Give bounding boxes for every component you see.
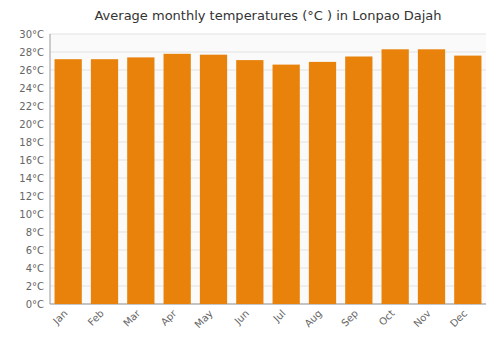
bar xyxy=(382,49,409,304)
y-tick-label: 12°C xyxy=(19,191,44,202)
x-tick-label: Dec xyxy=(448,308,469,329)
y-tick-label: 6°C xyxy=(26,245,44,256)
x-tick-label: Mar xyxy=(121,307,143,329)
bar xyxy=(164,54,191,304)
y-tick-label: 10°C xyxy=(19,209,44,220)
bars xyxy=(55,49,482,304)
y-tick-label: 2°C xyxy=(26,281,44,292)
bar xyxy=(418,49,445,304)
x-tick-label: Sep xyxy=(339,308,360,329)
bar xyxy=(127,57,154,304)
y-tick-label: 26°C xyxy=(19,65,44,76)
y-tick-label: 8°C xyxy=(26,227,44,238)
x-tick-label: May xyxy=(193,308,215,330)
y-tick-label: 14°C xyxy=(19,173,44,184)
y-tick-label: 18°C xyxy=(19,137,44,148)
x-tick-label: Jan xyxy=(50,308,69,327)
bar xyxy=(55,59,82,304)
x-tick-label: Feb xyxy=(86,308,106,328)
chart: 0°C 2°C 4°C 6°C 8°C 10°C 12°C 14°C 16°C 18°C 20°C 2… xyxy=(0,0,500,350)
y-tick-label: 4°C xyxy=(26,263,44,274)
x-tick-label: Jul xyxy=(271,308,288,325)
x-tick-label: Aug xyxy=(302,308,324,330)
x-tick-label: Nov xyxy=(411,308,433,330)
bar xyxy=(309,62,336,304)
bar xyxy=(345,57,372,305)
y-tick-label: 30°C xyxy=(19,29,44,40)
bar xyxy=(236,60,263,304)
x-tick-label: Oct xyxy=(377,308,397,328)
y-tick-label: 0°C xyxy=(26,299,44,310)
title: Average monthly temperatures (°C ) in Lo… xyxy=(94,8,441,23)
x-tick-label: Jun xyxy=(232,308,252,328)
y-tick-label: 28°C xyxy=(19,47,44,58)
chart-container: 0°C 2°C 4°C 6°C 8°C 10°C 12°C 14°C 16°C 18°C 20°C 2… xyxy=(0,0,500,350)
y-tick-label: 20°C xyxy=(19,119,44,130)
y-tick-label: 24°C xyxy=(19,83,44,94)
y-tick-label: 22°C xyxy=(19,101,44,112)
y-axis-line xyxy=(50,34,51,304)
bar xyxy=(200,55,227,304)
grid-line xyxy=(50,34,486,35)
bar xyxy=(454,56,481,304)
bar xyxy=(273,65,300,304)
y-tick-label: 16°C xyxy=(19,155,44,166)
bar xyxy=(91,59,118,304)
plot-background xyxy=(50,34,486,304)
x-tick-label: Apr xyxy=(159,307,180,328)
